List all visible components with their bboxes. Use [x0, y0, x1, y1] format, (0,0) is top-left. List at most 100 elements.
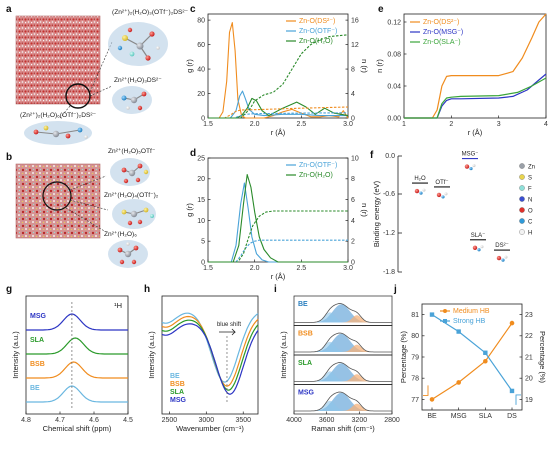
y-tick-label: 0.04 [387, 83, 401, 90]
raman-envelope [294, 391, 392, 412]
series-line-2 [26, 337, 128, 355]
legend-label: Zn-O(OTF⁻) [299, 28, 337, 35]
panel-b: b Zn²⁺(H₂O)₅OTf⁻ Zn²⁺(H₂O)₄(OTf⁻)₂ Zn²⁺(… [6, 148, 159, 268]
panel-letter-j: j [393, 284, 397, 295]
legend-label: Zn-O(SLA⁻) [423, 39, 461, 46]
chart-g: g 4.5 4.6 4.7 4.8 Chemical shift (ppm) Intensi… [6, 284, 133, 433]
y-tick-label: 21 [525, 354, 533, 361]
y-tick-label: 20 [525, 376, 533, 383]
y-tick-label: 77 [411, 397, 419, 404]
x-tick-label: 2.5 [296, 121, 306, 128]
data-point [456, 329, 461, 334]
category-label: MSG [451, 413, 467, 420]
legend-label: SLA [170, 389, 184, 396]
raman-envelope [294, 332, 392, 353]
molecule-atom [422, 188, 426, 192]
simulation-box-a [15, 15, 101, 105]
y-tick-label: 8 [351, 176, 355, 183]
series-label: MSG [298, 390, 315, 397]
x-axis-label: Raman shift (cm⁻¹) [311, 424, 375, 433]
plot-frame [161, 295, 259, 415]
raman-component-main [294, 333, 392, 352]
series-line-3 [208, 210, 348, 263]
y-tick-label: 5 [201, 239, 205, 246]
series-line-0 [404, 13, 547, 119]
panel-f: f 0.0 -0.6 -1.2 -1.8 Binding energy (eV)… [370, 150, 535, 276]
x-tick-label: 1.5 [203, 265, 213, 272]
element-label: S [528, 175, 532, 181]
cluster-label-a3: (Zn²⁺)₂(H₂O)₆(OTf⁻)₂DS²⁻ [20, 112, 97, 119]
molecule-atom [477, 248, 481, 252]
y-tick-label: 16 [351, 18, 359, 25]
y2-axis-label: n (r) [360, 59, 369, 73]
molecule-atom [414, 188, 420, 194]
y-tick-label: 19 [525, 397, 533, 404]
subplot-frame [293, 384, 393, 415]
legend-label: MSG [170, 397, 187, 404]
molecule-cluster-a3 [33, 125, 88, 139]
molecule-atom [480, 245, 484, 249]
y-tick-label: 10 [197, 218, 205, 225]
y-axis-label: g (r) [185, 203, 194, 217]
series-label: SLA [30, 337, 44, 344]
y-axis-label: n (r) [375, 59, 384, 73]
molecule-atom [464, 164, 470, 169]
f-ytick-0: 0.0 [385, 153, 395, 160]
series-line-2 [404, 77, 547, 119]
chart-e: e 1 2 3 4 0.00 0.04 0.08 0.12 r (Å) n (r) Zn-O(DS²⁻… [375, 4, 548, 137]
series-line-2 [208, 97, 349, 119]
y-tick-label: 0.12 [387, 19, 401, 26]
x-tick-label: 2.0 [250, 121, 260, 128]
molecule-atom [504, 255, 508, 259]
series-label: BE [298, 301, 308, 308]
series-line-0 [161, 312, 259, 383]
cluster-label-a1: (Zn²⁺)₂(H₂O)₃(OTf⁻)₂DS²⁻ [112, 9, 189, 16]
panel-letter-d: d [190, 148, 196, 159]
data-point [509, 388, 515, 394]
f-ylabel: Binding energy (eV) [372, 180, 381, 247]
legend-label: Zn-O(DS²⁻) [423, 19, 459, 26]
element-label: O [528, 208, 533, 214]
f-ytick-3: -1.8 [383, 269, 395, 276]
molecule-atom [469, 166, 473, 171]
x-tick-label: 4.5 [123, 417, 133, 424]
x-tick-label: 1.5 [203, 121, 213, 128]
x-tick-label: 2 [449, 121, 453, 128]
x-tick-label: 4.6 [89, 417, 99, 424]
molecule-atom [444, 192, 448, 196]
raman-component-main [294, 304, 392, 323]
x-tick-label: 2.5 [296, 265, 306, 272]
data-point [456, 380, 461, 385]
x-tick-label: 3 [497, 121, 501, 128]
molecule-cluster-b1 [121, 163, 149, 184]
panel-letter-i: i [274, 284, 277, 295]
binding-energy-levels: H₂O OTf⁻ MSG⁻ SLA⁻ DS²⁻ [412, 152, 510, 262]
series-line-1 [431, 314, 513, 392]
y2-axis-label: Percentage (%) [538, 331, 547, 384]
data-point [429, 397, 435, 402]
chart-j: j 77 78 79 80 81 19 20 21 22 23 Percentage (%) Perce… [393, 284, 547, 420]
legend-marker [443, 319, 447, 323]
x-axis-label: Chemical shift (ppm) [43, 424, 112, 433]
x-tick-label: 3.0 [343, 121, 353, 128]
x-axis-label: Wavenumber (cm⁻¹) [176, 424, 244, 433]
panel-letter-e: e [378, 4, 384, 15]
raman-envelope [294, 362, 392, 382]
panel-letter-a: a [6, 4, 12, 15]
chart-i: i BE BSB SLA MSG 4000 3600 3200 2800 Raman shift … [274, 284, 400, 433]
legend-label: Strong HB [453, 318, 486, 325]
y-axis-label: Percentage (%) [399, 330, 408, 383]
nucleus-label: ¹H [114, 301, 122, 310]
x-tick-label: 2800 [384, 417, 400, 424]
series-label: BSB [30, 361, 45, 368]
axis-arrow-left [423, 385, 429, 396]
plot-frame [207, 13, 349, 119]
y-tick-label: 10 [351, 155, 359, 162]
f-ytick-2: -1.2 [383, 230, 395, 237]
series-line-0 [208, 182, 348, 263]
molecule-atom [436, 192, 442, 198]
